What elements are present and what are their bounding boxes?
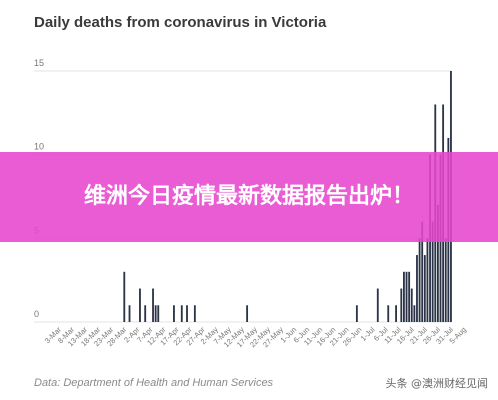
bar (416, 255, 418, 322)
y-tick-label: 0 (34, 309, 39, 319)
headline-banner: 维洲今日疫情最新数据报告出炉！ (0, 152, 498, 242)
bar (400, 288, 403, 322)
banner-text: 维洲今日疫情最新数据报告出炉！ (83, 184, 414, 209)
bar (418, 238, 421, 322)
bar (139, 288, 141, 322)
bar (410, 288, 413, 322)
bar (395, 305, 397, 322)
bar (431, 221, 434, 322)
bar (173, 305, 175, 322)
bar (355, 305, 358, 322)
bar (426, 238, 429, 322)
bar (405, 271, 408, 322)
bar (157, 305, 160, 322)
bar (180, 305, 183, 322)
chart-title: Daily deaths from coronavirus in Victori… (34, 14, 327, 31)
bar (423, 255, 426, 322)
bar (152, 288, 154, 322)
y-tick-label: 15 (34, 58, 44, 68)
y-tick-label: 10 (34, 142, 44, 152)
bar (403, 271, 405, 322)
bar (387, 305, 390, 322)
source-note: Data: Department of Health and Human Ser… (34, 377, 274, 389)
bar (128, 305, 131, 322)
bar (154, 305, 157, 322)
bar (436, 204, 439, 322)
watermark: 头条 @澳洲财经见闻 (385, 377, 489, 390)
bar (413, 305, 416, 322)
bar (408, 271, 411, 322)
bar (123, 271, 126, 322)
bar (444, 238, 447, 322)
bar (246, 305, 249, 322)
bar (421, 221, 424, 322)
bar (193, 305, 196, 322)
bar (376, 288, 379, 322)
bar (186, 305, 188, 322)
bar (144, 305, 147, 322)
